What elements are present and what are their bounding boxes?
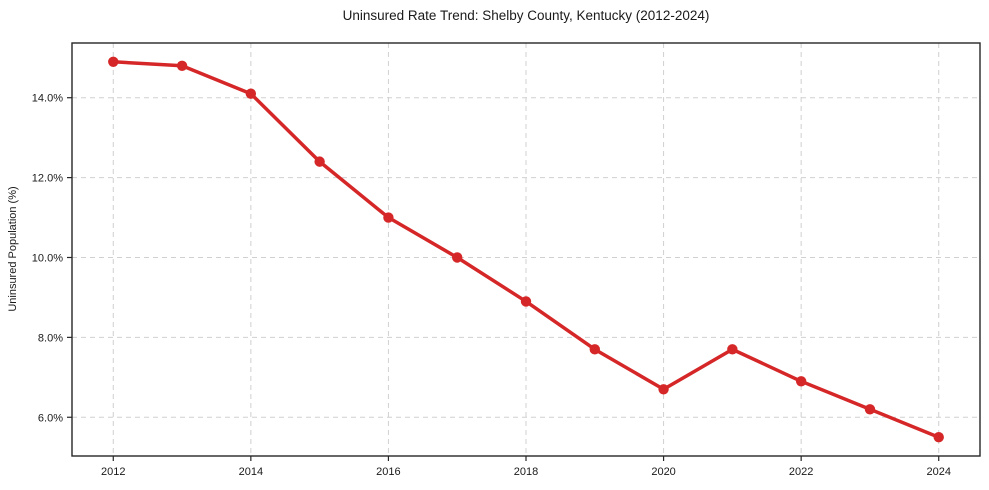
data-point-2018 xyxy=(520,296,532,307)
data-point-2019 xyxy=(589,344,600,355)
x-tick-label: 2014 xyxy=(239,466,263,478)
chart-title: Uninsured Rate Trend: Shelby County, Ken… xyxy=(342,8,710,23)
x-tick-label: 2020 xyxy=(651,466,675,478)
data-point-2014 xyxy=(245,88,257,99)
data-point-2023 xyxy=(864,404,876,415)
axis-layer: 6.0% 8.0% 10.0% 12.0% 14.0% 2012 2014 2016 2018 2… xyxy=(32,42,981,478)
x-tick-label: 2012 xyxy=(101,466,125,478)
data-point-2021 xyxy=(727,344,738,355)
data-point-2016 xyxy=(383,212,394,223)
data-point-2022 xyxy=(795,376,807,387)
plot-frame xyxy=(71,42,981,457)
x-tick-label: 2024 xyxy=(926,466,950,478)
y-tick-label: 14.0% xyxy=(32,93,63,105)
x-tick-label: 2022 xyxy=(789,466,813,478)
data-point-2015 xyxy=(314,156,325,167)
y-tick-label: 8.0% xyxy=(38,332,63,344)
y-tick-label: 12.0% xyxy=(32,173,63,185)
data-point-2020 xyxy=(658,384,669,395)
x-tick-label: 2018 xyxy=(514,466,538,478)
y-tick-label: 6.0% xyxy=(38,412,63,424)
y-axis-label: Uninsured Population (%) xyxy=(7,186,19,312)
data-point-2013 xyxy=(176,60,188,71)
data-point-2024 xyxy=(933,432,944,443)
y-tick-label: 10.0% xyxy=(32,252,63,264)
x-tick-label: 2016 xyxy=(376,466,400,478)
grid-layer xyxy=(72,43,980,456)
data-point-2017 xyxy=(452,252,463,263)
data-point-2012 xyxy=(108,56,119,67)
trend-series xyxy=(108,56,944,443)
